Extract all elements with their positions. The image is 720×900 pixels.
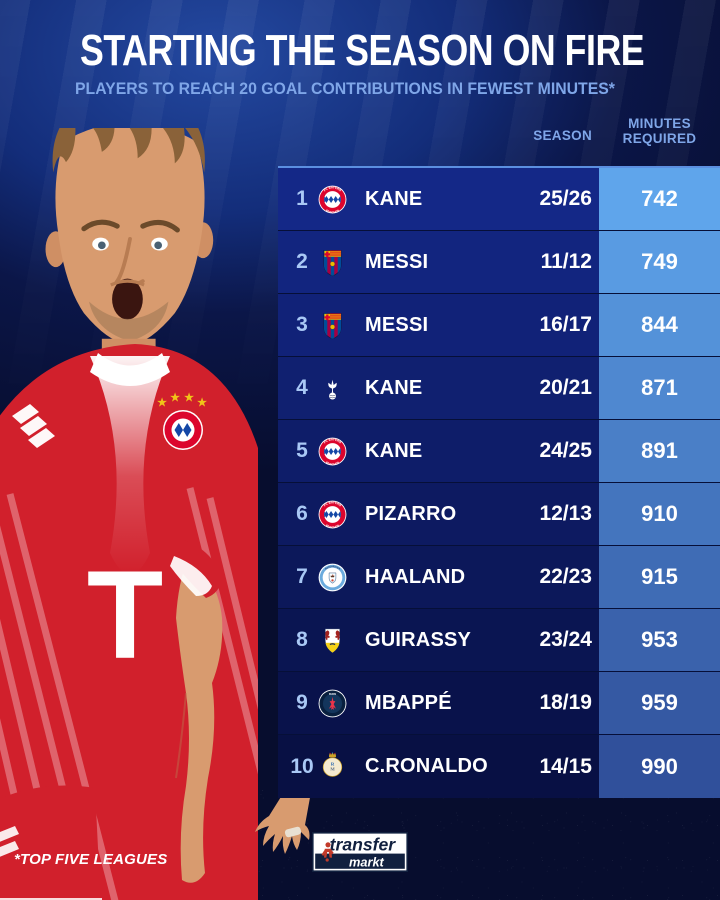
svg-text:★: ★ — [197, 397, 207, 409]
svg-text:★: ★ — [184, 392, 194, 404]
svg-text:transfer: transfer — [330, 834, 397, 854]
svg-text:★: ★ — [157, 397, 167, 409]
svg-text:★: ★ — [170, 392, 180, 404]
svg-text:markt: markt — [349, 854, 385, 869]
svg-text:T: T — [87, 546, 163, 685]
